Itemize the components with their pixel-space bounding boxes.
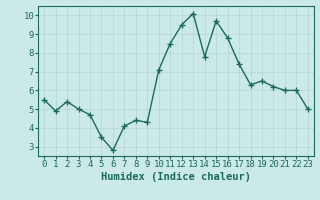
X-axis label: Humidex (Indice chaleur): Humidex (Indice chaleur) [101, 172, 251, 182]
